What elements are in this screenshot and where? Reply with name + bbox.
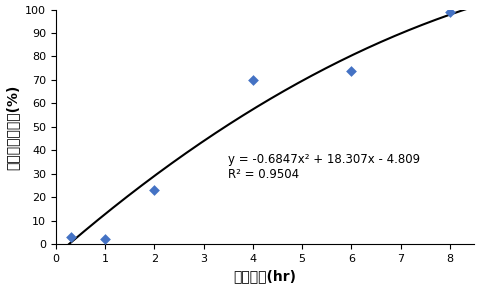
Text: y = -0.6847x² + 18.307x - 4.809
R² = 0.9504: y = -0.6847x² + 18.307x - 4.809 R² = 0.9… — [228, 153, 420, 181]
Point — [348, 68, 355, 73]
Point — [151, 188, 158, 192]
Y-axis label: 포자발아억제율(%): 포자발아억제율(%) — [6, 84, 20, 170]
Point — [101, 237, 109, 242]
Point — [446, 10, 454, 14]
X-axis label: 처리시간(hr): 처리시간(hr) — [234, 269, 297, 284]
Point — [67, 235, 74, 240]
Point — [249, 78, 257, 82]
